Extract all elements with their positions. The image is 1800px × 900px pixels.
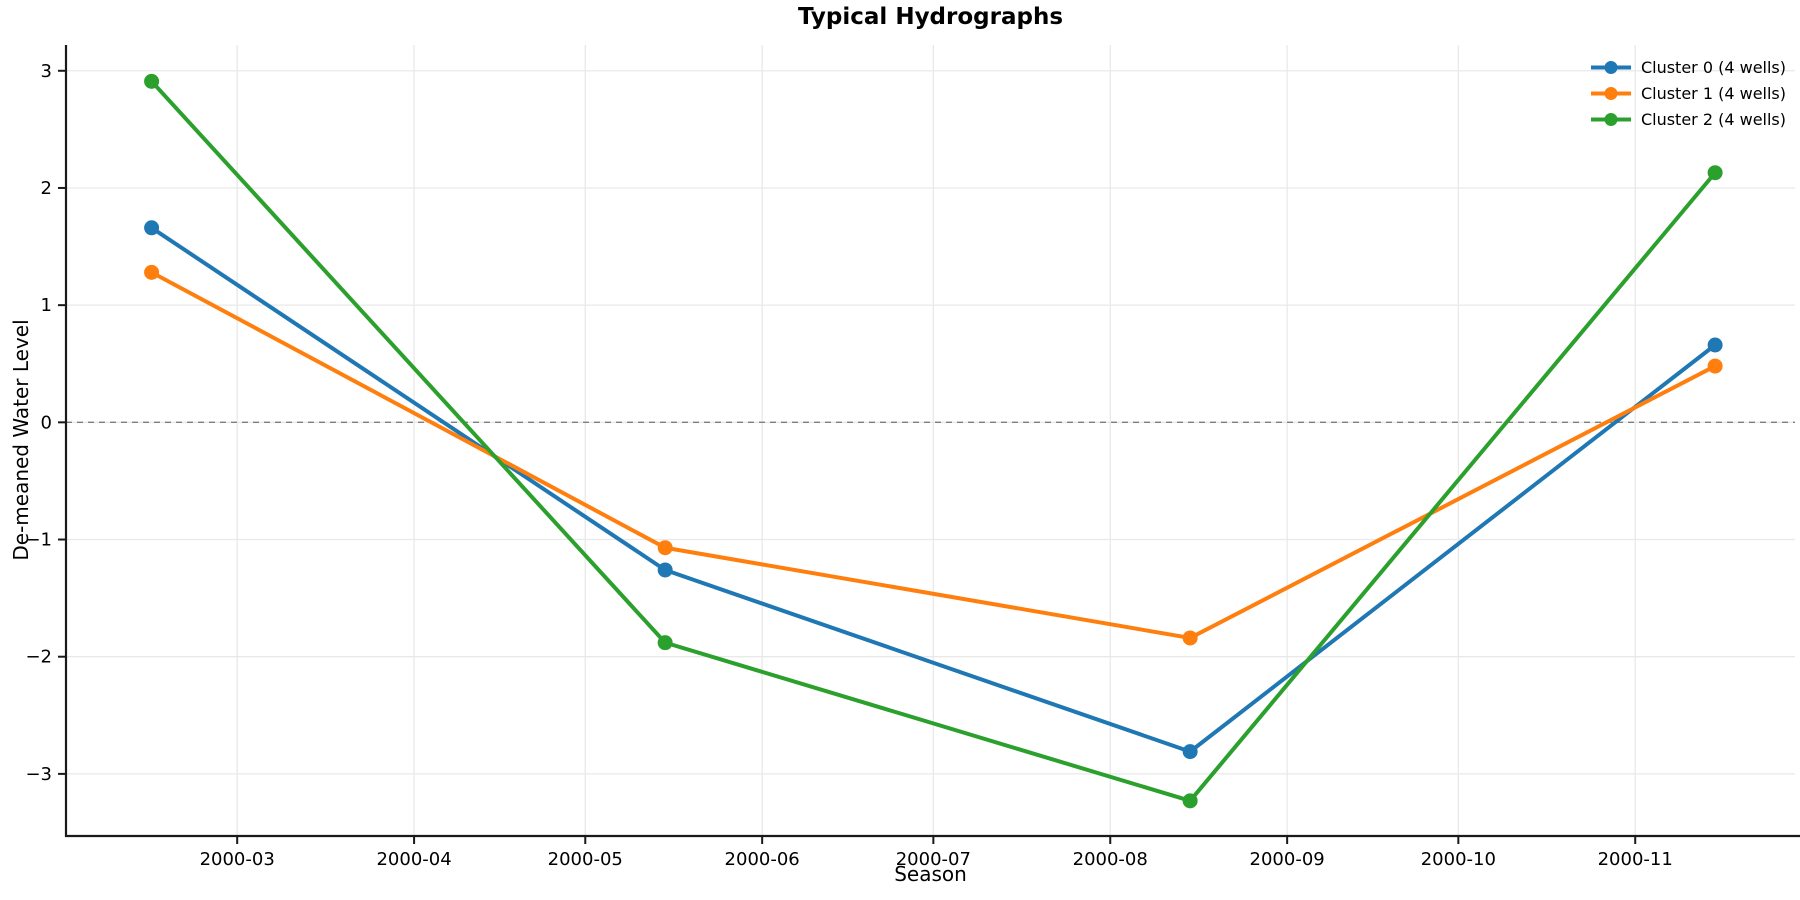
data-point-cluster-2 bbox=[1182, 793, 1198, 809]
legend-label-cluster-1: Cluster 1 (4 wells) bbox=[1640, 83, 1786, 103]
y-tick-label: −3 bbox=[25, 764, 52, 785]
data-point-cluster-1 bbox=[1182, 630, 1198, 646]
series-line-cluster-0 bbox=[149, 225, 1718, 754]
data-point-cluster-0 bbox=[144, 220, 160, 236]
data-point-cluster-1 bbox=[144, 264, 160, 280]
data-point-cluster-2 bbox=[657, 635, 673, 651]
x-tick-label: 2000-11 bbox=[1598, 849, 1673, 870]
data-point-cluster-0 bbox=[1182, 744, 1198, 760]
data-point-cluster-0 bbox=[657, 562, 673, 578]
y-tick-label: 2 bbox=[41, 178, 52, 199]
data-point-cluster-1 bbox=[1707, 358, 1723, 374]
legend-label-cluster-2: Cluster 2 (4 wells) bbox=[1640, 109, 1786, 129]
y-tick-label: −1 bbox=[25, 530, 52, 551]
data-point-cluster-2 bbox=[144, 73, 160, 89]
x-tick-label: 2000-04 bbox=[376, 849, 451, 870]
x-tick-label: 2000-09 bbox=[1250, 849, 1325, 870]
y-tick-label: 1 bbox=[41, 295, 52, 316]
legend-item-cluster-2: Cluster 2 (4 wells) bbox=[1590, 106, 1786, 132]
legend-item-cluster-0: Cluster 0 (4 wells) bbox=[1590, 54, 1786, 80]
x-tick-label: 2000-05 bbox=[548, 849, 623, 870]
legend-line-marker-icon bbox=[1590, 112, 1631, 126]
x-axis-label: Season bbox=[894, 862, 967, 886]
x-tick-label: 2000-08 bbox=[1073, 849, 1148, 870]
x-tick-label: 2000-07 bbox=[896, 849, 971, 870]
series-line-cluster-1 bbox=[149, 270, 1718, 640]
legend-line-marker-icon bbox=[1590, 86, 1631, 100]
data-point-cluster-0 bbox=[1707, 337, 1723, 353]
chart-title: Typical Hydrographs bbox=[797, 4, 1064, 30]
y-axis-label: De-meaned Water Level bbox=[9, 319, 33, 561]
legend: Cluster 0 (4 wells) Cluster 1 (4 wells) … bbox=[1590, 54, 1786, 132]
legend-item-cluster-1: Cluster 1 (4 wells) bbox=[1590, 80, 1786, 106]
x-tick-label: 2000-03 bbox=[200, 849, 275, 870]
x-tick-label: 2000-10 bbox=[1421, 849, 1496, 870]
y-tick-label: 3 bbox=[41, 61, 52, 82]
series-line-cluster-2 bbox=[149, 79, 1718, 803]
y-tick-label: 0 bbox=[41, 412, 52, 433]
legend-label-cluster-0: Cluster 0 (4 wells) bbox=[1640, 57, 1786, 77]
data-point-cluster-1 bbox=[657, 540, 673, 556]
x-tick-label: 2000-06 bbox=[725, 849, 800, 870]
data-point-cluster-2 bbox=[1707, 165, 1723, 181]
legend-line-marker-icon bbox=[1590, 60, 1631, 74]
y-tick-label: −2 bbox=[25, 647, 52, 668]
